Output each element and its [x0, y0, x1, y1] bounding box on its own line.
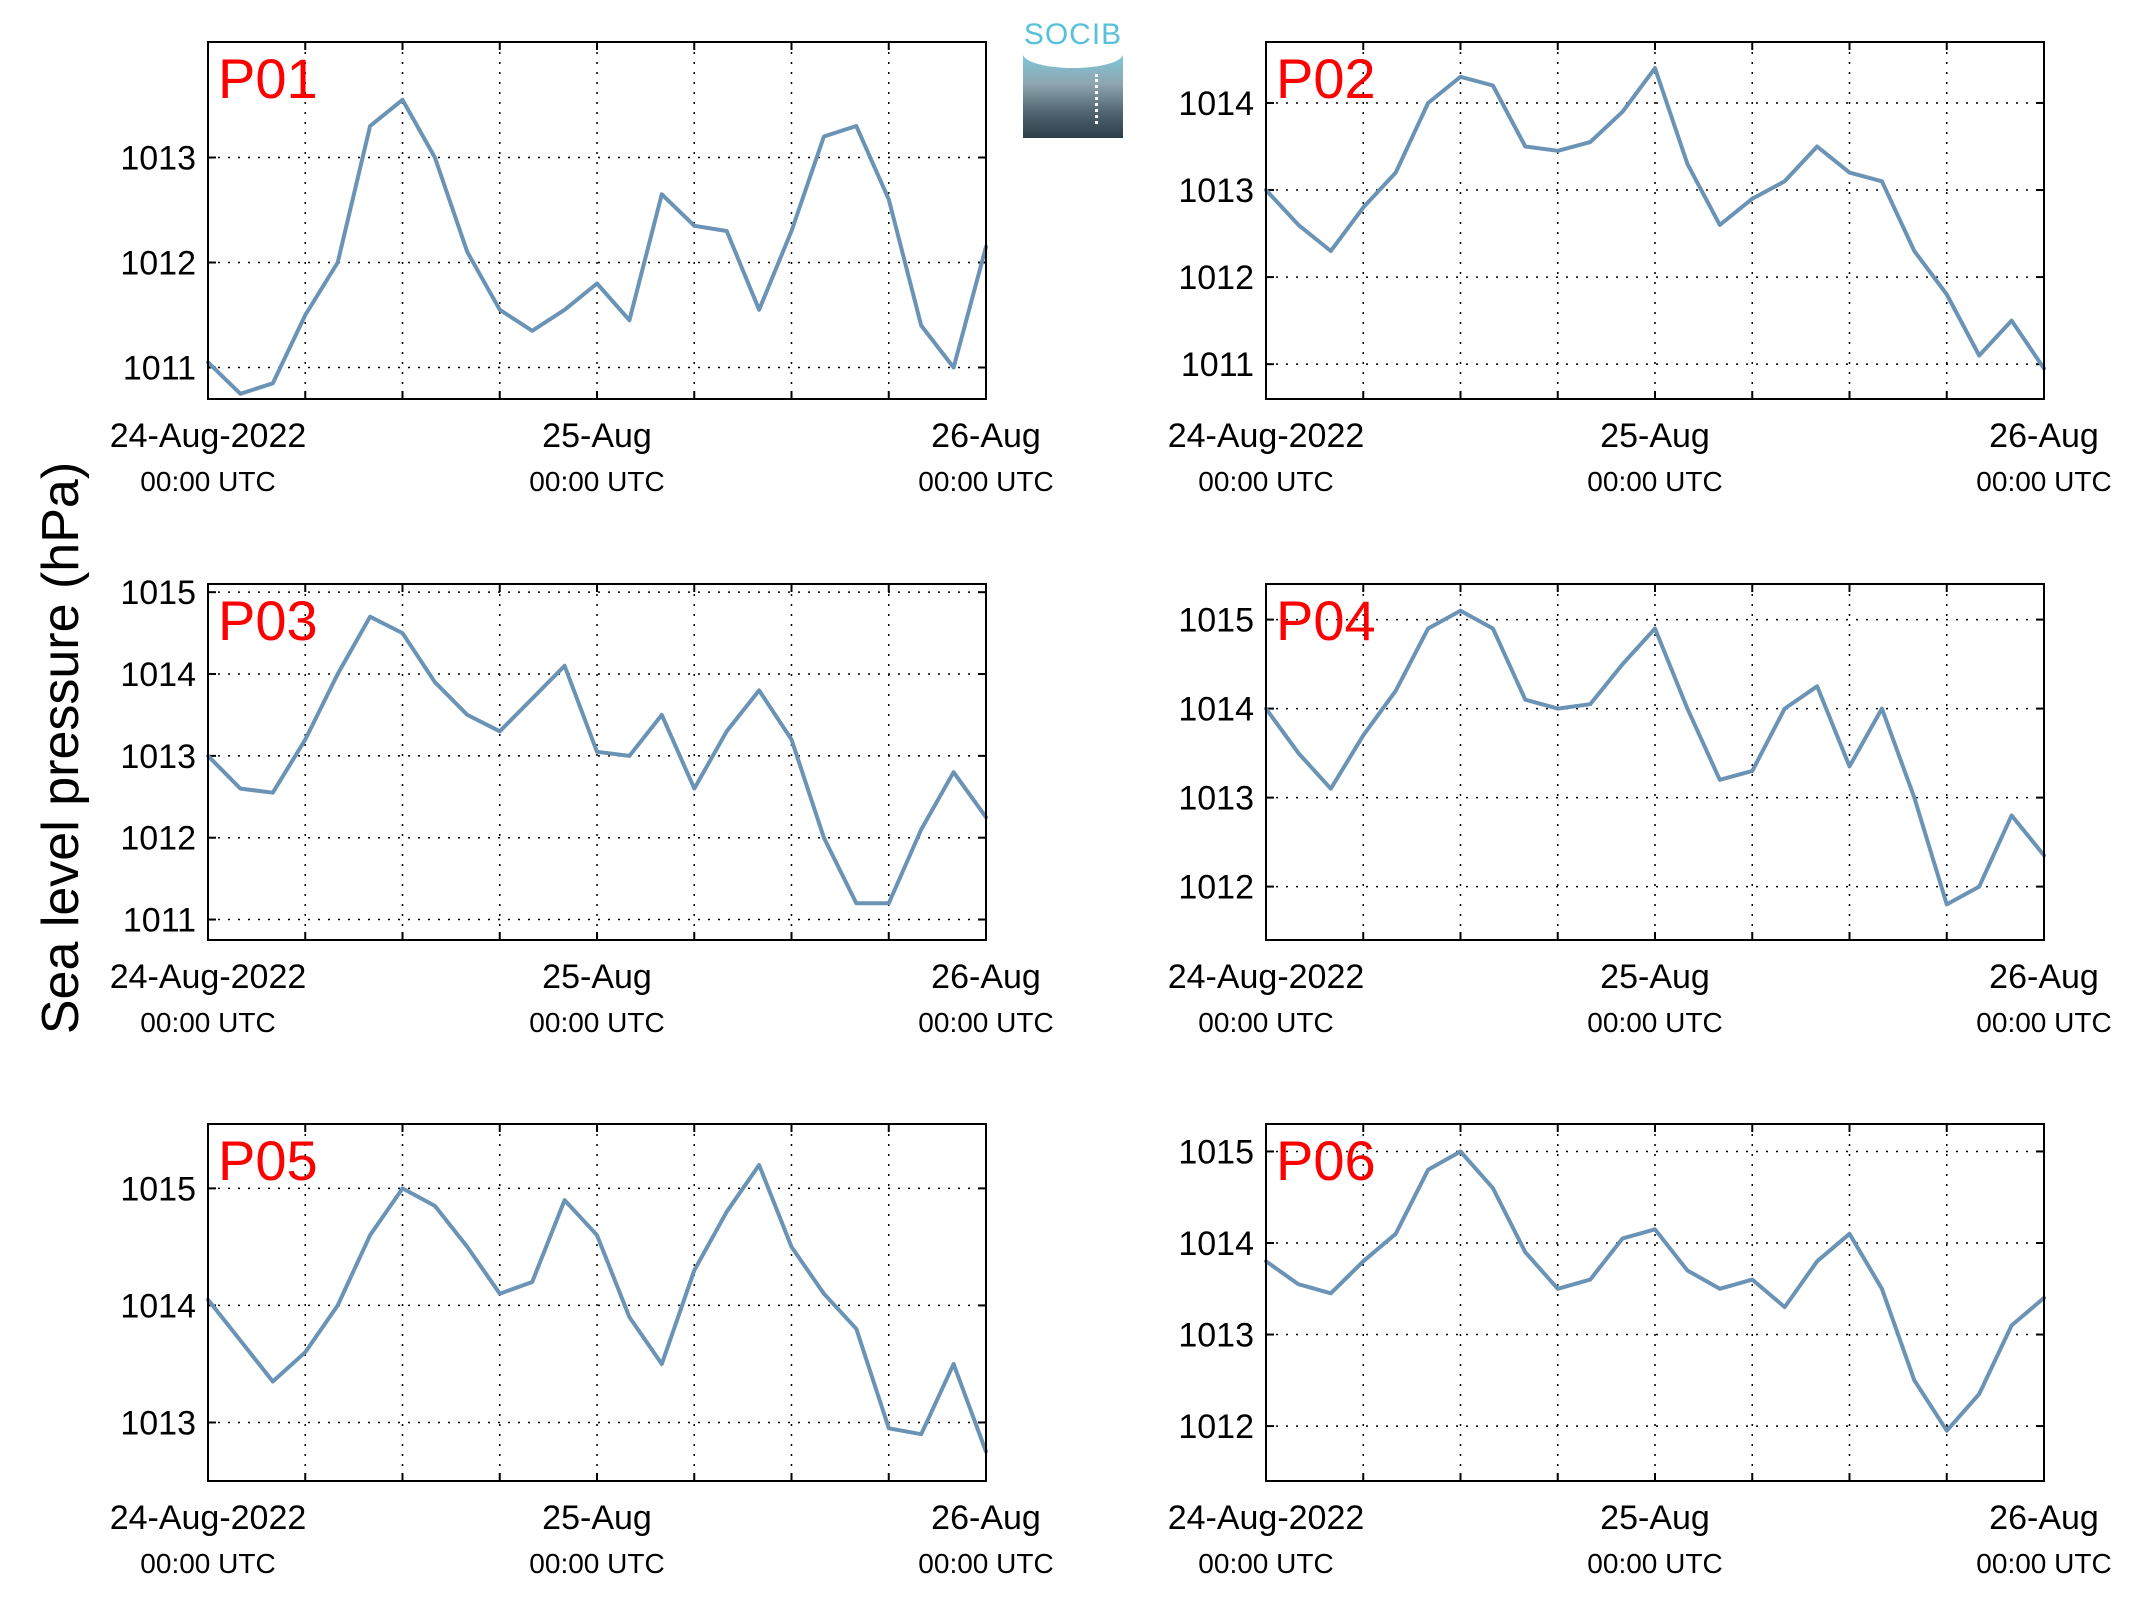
y-tick-label: 1011 — [1181, 346, 1254, 384]
x-tick-sublabel: 00:00 UTC — [140, 1548, 275, 1579]
panel-label: P03 — [218, 589, 318, 652]
socib-logo-wave — [1023, 54, 1123, 68]
panel-label: P05 — [218, 1129, 318, 1192]
x-tick-label: 26-Aug — [1989, 417, 2099, 455]
socib-logo: SOCIB — [1023, 18, 1123, 138]
x-tick-label: 25-Aug — [542, 958, 652, 996]
x-tick-sublabel: 00:00 UTC — [1198, 1007, 1333, 1038]
y-tick-label: 1012 — [120, 245, 196, 283]
y-axis-label: Sea level pressure (hPa) — [32, 462, 90, 1034]
x-tick-label: 26-Aug — [931, 417, 1041, 455]
series-line-p01 — [206, 97, 988, 396]
panel-p02: 1011 1012 1013 1014 24-Aug-2022 00:00 UTC 25-A… — [1168, 41, 2112, 497]
plot-frame — [1265, 1123, 2045, 1482]
x-tick-label: 24-Aug-2022 — [110, 417, 307, 455]
y-tick-label: 1011 — [123, 350, 196, 388]
x-tick-sublabel: 00:00 UTC — [1976, 1007, 2111, 1038]
y-tick-label: 1012 — [1178, 1408, 1254, 1446]
x-tick-label: 24-Aug-2022 — [110, 958, 307, 996]
y-tick-label: 1013 — [120, 1404, 196, 1442]
series-line-p06 — [1264, 1149, 2046, 1433]
y-tick-label: 1015 — [120, 1170, 196, 1208]
plot-frame — [1265, 41, 2045, 400]
x-tick-sublabel: 00:00 UTC — [529, 1548, 664, 1579]
plot-frame — [207, 1123, 987, 1482]
x-tick-label: 26-Aug — [1989, 958, 2099, 996]
x-tick-sublabel: 00:00 UTC — [1198, 1548, 1333, 1579]
y-tick-label: 1013 — [120, 140, 196, 178]
x-tick-label: 26-Aug — [931, 958, 1041, 996]
panel-p06: 1012 1013 1014 1015 24-Aug-2022 00:00 UTC 25-A… — [1168, 1123, 2112, 1579]
panel-p05: 1013 1014 1015 24-Aug-2022 00:00 UTC 25-Aug 00… — [110, 1123, 1054, 1579]
panel-label: P02 — [1276, 47, 1376, 110]
x-tick-label: 24-Aug-2022 — [110, 1499, 307, 1537]
x-tick-sublabel: 00:00 UTC — [529, 466, 664, 497]
socib-logo-graphic — [1023, 54, 1123, 138]
x-tick-label: 25-Aug — [542, 417, 652, 455]
y-tick-label: 1012 — [1178, 259, 1254, 297]
socib-logo-text: SOCIB — [1023, 18, 1123, 51]
x-tick-label: 25-Aug — [1600, 1499, 1710, 1537]
series-line-p02 — [1264, 66, 2046, 371]
y-tick-label: 1014 — [1178, 1225, 1254, 1263]
x-tick-sublabel: 00:00 UTC — [1587, 1548, 1722, 1579]
y-tick-label: 1013 — [120, 738, 196, 776]
x-tick-sublabel: 00:00 UTC — [1198, 466, 1333, 497]
x-tick-label: 26-Aug — [1989, 1499, 2099, 1537]
x-tick-label: 25-Aug — [1600, 958, 1710, 996]
y-tick-label: 1014 — [1178, 691, 1254, 729]
x-tick-label: 26-Aug — [931, 1499, 1041, 1537]
x-tick-sublabel: 00:00 UTC — [140, 466, 275, 497]
x-tick-sublabel: 00:00 UTC — [140, 1007, 275, 1038]
y-tick-label: 1014 — [120, 1287, 196, 1325]
panel-p01: 1011 1012 1013 24-Aug-2022 00:00 UTC 25-Aug 00… — [110, 41, 1054, 497]
panels: 1011 1012 1013 24-Aug-2022 00:00 UTC 25-Aug 00… — [110, 41, 2112, 1579]
x-tick-sublabel: 00:00 UTC — [1587, 466, 1722, 497]
y-tick-label: 1015 — [1178, 1133, 1254, 1171]
x-tick-sublabel: 00:00 UTC — [1976, 466, 2111, 497]
y-tick-label: 1011 — [123, 902, 196, 940]
x-tick-sublabel: 00:00 UTC — [529, 1007, 664, 1038]
x-tick-sublabel: 00:00 UTC — [1976, 1548, 2111, 1579]
x-tick-label: 24-Aug-2022 — [1168, 417, 1365, 455]
y-tick-label: 1012 — [120, 820, 196, 858]
panel-label: P01 — [218, 47, 318, 110]
x-tick-label: 25-Aug — [1600, 417, 1710, 455]
y-tick-label: 1013 — [1178, 780, 1254, 818]
y-tick-label: 1013 — [1178, 1317, 1254, 1355]
y-tick-label: 1013 — [1178, 172, 1254, 210]
x-tick-label: 24-Aug-2022 — [1168, 958, 1365, 996]
y-tick-label: 1012 — [1178, 869, 1254, 907]
y-tick-label: 1014 — [1178, 85, 1254, 123]
socib-logo-dots — [1095, 74, 1098, 124]
plot-frame — [207, 41, 987, 400]
y-tick-label: 1014 — [120, 656, 196, 694]
plot-frame — [207, 583, 987, 941]
x-tick-sublabel: 00:00 UTC — [918, 1007, 1053, 1038]
x-tick-label: 24-Aug-2022 — [1168, 1499, 1365, 1537]
series-line-p04 — [1264, 608, 2046, 907]
plot-frame — [1265, 583, 2045, 941]
series-line-p03 — [206, 614, 988, 906]
panel-label: P04 — [1276, 589, 1376, 652]
x-tick-sublabel: 00:00 UTC — [1587, 1007, 1722, 1038]
series-line-p05 — [206, 1163, 988, 1454]
panel-label: P06 — [1276, 1129, 1376, 1192]
panel-p03: 1011 1012 1013 1014 1015 24-Aug-2022 00:00 UTC… — [110, 574, 1054, 1038]
x-tick-sublabel: 00:00 UTC — [918, 1548, 1053, 1579]
y-tick-label: 1015 — [120, 574, 196, 612]
x-tick-sublabel: 00:00 UTC — [918, 466, 1053, 497]
x-tick-label: 25-Aug — [542, 1499, 652, 1537]
y-tick-label: 1015 — [1178, 602, 1254, 640]
panel-p04: 1012 1013 1014 1015 24-Aug-2022 00:00 UTC 25-A… — [1168, 583, 2112, 1038]
